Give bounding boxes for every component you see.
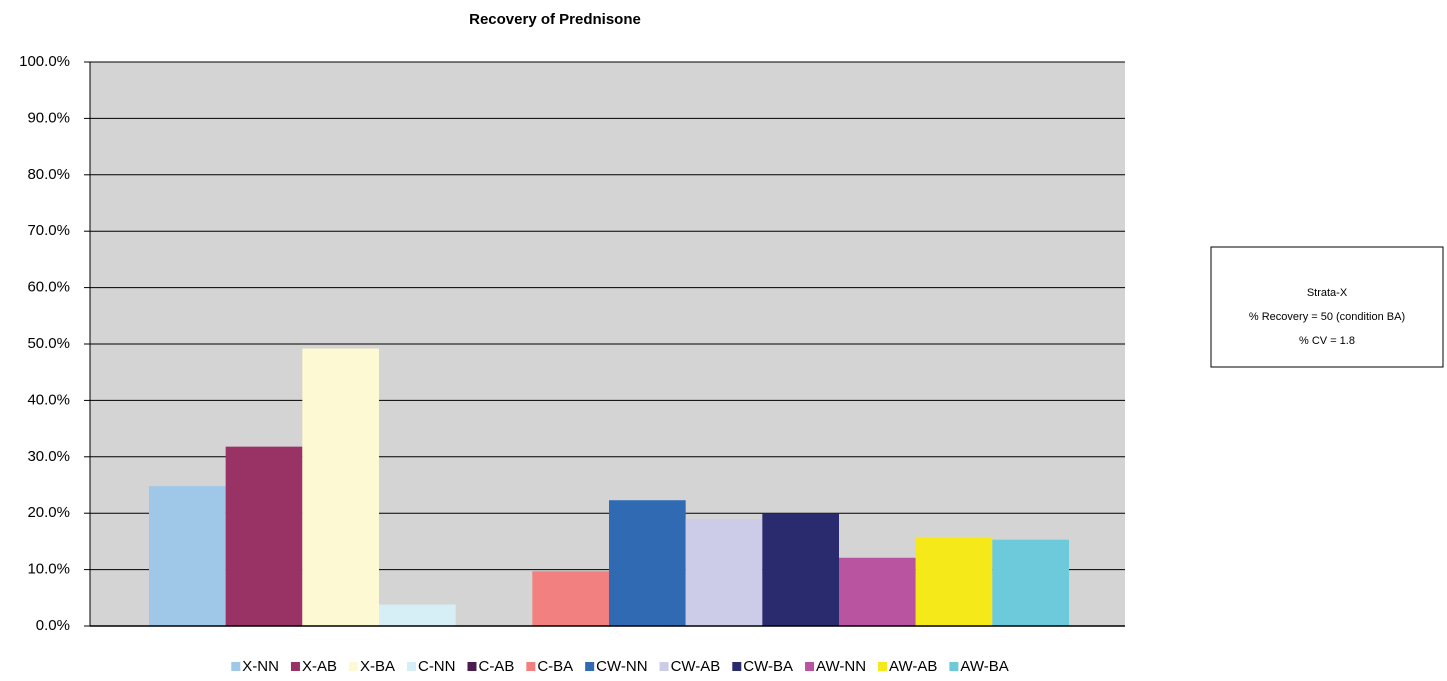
bar (379, 604, 456, 626)
bar (532, 571, 609, 626)
y-tick-label: 50.0% (27, 335, 70, 352)
legend-swatch (949, 662, 959, 671)
y-tick-label: 100.0% (19, 53, 70, 70)
legend-label: X-NN (242, 658, 279, 675)
y-tick-label: 80.0% (27, 166, 70, 183)
legend-label: AW-AB (889, 658, 937, 675)
y-tick-label: 90.0% (27, 109, 70, 126)
bar (762, 513, 839, 626)
legend-swatch (526, 662, 536, 671)
legend-swatch (406, 662, 416, 671)
bar (609, 500, 686, 626)
legend-swatch (348, 662, 358, 671)
legend-label: C-AB (478, 658, 514, 675)
legend-swatch (732, 662, 742, 671)
annotation-box (1210, 246, 1444, 368)
y-tick-label: 70.0% (27, 222, 70, 239)
bar (225, 446, 303, 626)
legend-swatch (231, 662, 241, 671)
legend-label: CW-NN (596, 658, 647, 675)
legend-label: X-BA (360, 658, 395, 675)
legend-swatch (659, 662, 669, 671)
y-tick-label: 0.0% (36, 617, 70, 634)
legend-swatch (878, 662, 888, 671)
legend-swatch (805, 662, 815, 671)
y-tick-label: 20.0% (27, 504, 70, 521)
annotation: % Recovery = 50 (condition BA) (1249, 311, 1405, 323)
legend-swatch (585, 662, 595, 671)
legend-label: CW-AB (671, 658, 721, 675)
bar (685, 518, 763, 626)
annotation: % CV = 1.8 (1299, 335, 1355, 347)
y-tick-label: 60.0% (27, 279, 70, 296)
y-tick-label: 10.0% (27, 561, 70, 578)
bar (992, 539, 1069, 626)
chart-title: Recovery of Prednisone (469, 11, 641, 28)
legend-label: AW-NN (816, 658, 866, 675)
legend-label: AW-BA (960, 658, 1008, 675)
y-tick-label: 40.0% (27, 391, 70, 408)
y-tick-label: 30.0% (27, 448, 70, 465)
annotation: Strata-X (1307, 287, 1348, 299)
bar (915, 536, 993, 626)
legend-label: CW-BA (743, 658, 793, 675)
bar (302, 348, 379, 626)
bar (149, 486, 226, 626)
legend-label: X-AB (302, 658, 337, 675)
legend-swatch (467, 662, 477, 671)
legend-label: C-BA (537, 658, 573, 675)
bar (839, 557, 916, 626)
legend-label: C-NN (418, 658, 456, 675)
legend-swatch (290, 662, 300, 671)
